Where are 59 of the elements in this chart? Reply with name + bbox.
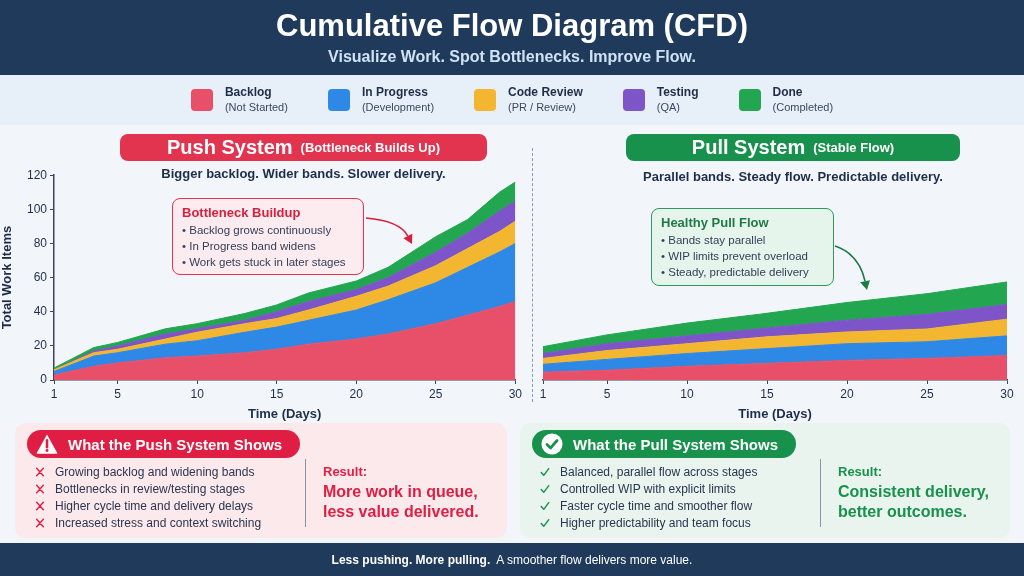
y-tick-label: 40 xyxy=(33,304,48,319)
annotation: • Work gets stuck in later stages xyxy=(182,255,347,270)
y-axis-title: Total Work Items xyxy=(0,225,15,330)
text: What the Push System Shows xyxy=(68,435,283,453)
legend-label: Code Review (PR / Review) xyxy=(508,85,583,115)
text: Healthy Pull Flow xyxy=(661,215,770,231)
text: Increased stress and context switching xyxy=(55,515,262,530)
x-tick-label: 15 xyxy=(760,386,774,401)
text: Result: xyxy=(323,463,369,480)
chart-subtitle: Parallel bands. Steady flow. Predictable delivery. xyxy=(642,169,944,185)
chart-subtitle: Bigger backlog. Wider bands. Slower delivery. xyxy=(160,166,447,182)
x-tick-label: 20 xyxy=(840,386,854,401)
y-tick-label: 120 xyxy=(26,167,48,182)
text: Controlled WIP with explicit limits xyxy=(560,481,736,496)
legend-label: Testing (QA) xyxy=(656,85,699,115)
chart-title: Push System (Bottleneck Builds Up) xyxy=(166,136,440,159)
y-tick-label: 0 xyxy=(40,372,48,387)
text: Balanced, parallel flow across stages xyxy=(560,464,758,479)
x-tick-label: 20 xyxy=(349,386,364,401)
x-tick-label: 5 xyxy=(114,386,122,401)
text: Higher predictability and team focus xyxy=(560,515,751,530)
x-tick-label: 1 xyxy=(539,386,547,401)
text: Growing backlog and widening bands xyxy=(55,464,255,479)
text: Bottlenecks in review/testing stages xyxy=(55,481,246,496)
text: Cumulative Flow Diagram (CFD) xyxy=(275,8,749,44)
text: Faster cycle time and smoother flow xyxy=(560,498,753,513)
x-tick-label: 10 xyxy=(680,386,694,401)
y-tick-label: 60 xyxy=(33,269,48,284)
y-tick-label: 100 xyxy=(26,201,48,216)
text: What the Pull System Shows xyxy=(573,435,779,453)
x-tick-label: 1 xyxy=(50,386,58,401)
text: Consistent delivery, better outcomes. xyxy=(838,482,990,522)
text: Higher cycle time and delivery delays xyxy=(55,498,254,513)
x-tick-label: 15 xyxy=(270,386,284,401)
x-tick-label: 5 xyxy=(603,386,611,401)
y-tick-label: 80 xyxy=(33,235,48,250)
text: • WIP limits prevent overload xyxy=(661,249,809,264)
x-tick-label: 25 xyxy=(429,386,443,401)
x-tick-label: 30 xyxy=(508,386,523,401)
annotation: • In Progress band widens xyxy=(182,239,317,254)
y-tick-label: 20 xyxy=(33,338,48,353)
x-tick-label: 30 xyxy=(1000,386,1014,401)
x-tick-label: 25 xyxy=(920,386,934,401)
x-axis-title: Time (Days) xyxy=(247,405,322,421)
annotation: Bottleneck Buildup xyxy=(182,205,302,221)
x-tick-label: 10 xyxy=(190,386,205,401)
legend-label: Backlog (Not Started) xyxy=(224,85,288,115)
x-axis-title: Time (Days) xyxy=(738,405,812,421)
text: • Steady, predictable delivery xyxy=(661,265,810,280)
text: A smoother flow delivers more value. xyxy=(496,552,693,567)
legend-label: Done (Completed) xyxy=(772,85,834,115)
annotation: • Backlog grows continuously xyxy=(182,223,333,238)
text: Result: xyxy=(838,463,884,480)
text: • Bands stay parallel xyxy=(661,233,767,248)
text: Visualize Work. Spot Bottlenecks. Improve Flow. xyxy=(327,47,697,67)
text: Less pushing. More pulling. xyxy=(331,552,491,567)
legend-label: In Progress (Development) xyxy=(361,85,435,115)
text: More work in queue, less value delivered. xyxy=(323,482,480,522)
chart-title: Pull System (Stable Flow) xyxy=(691,136,895,159)
